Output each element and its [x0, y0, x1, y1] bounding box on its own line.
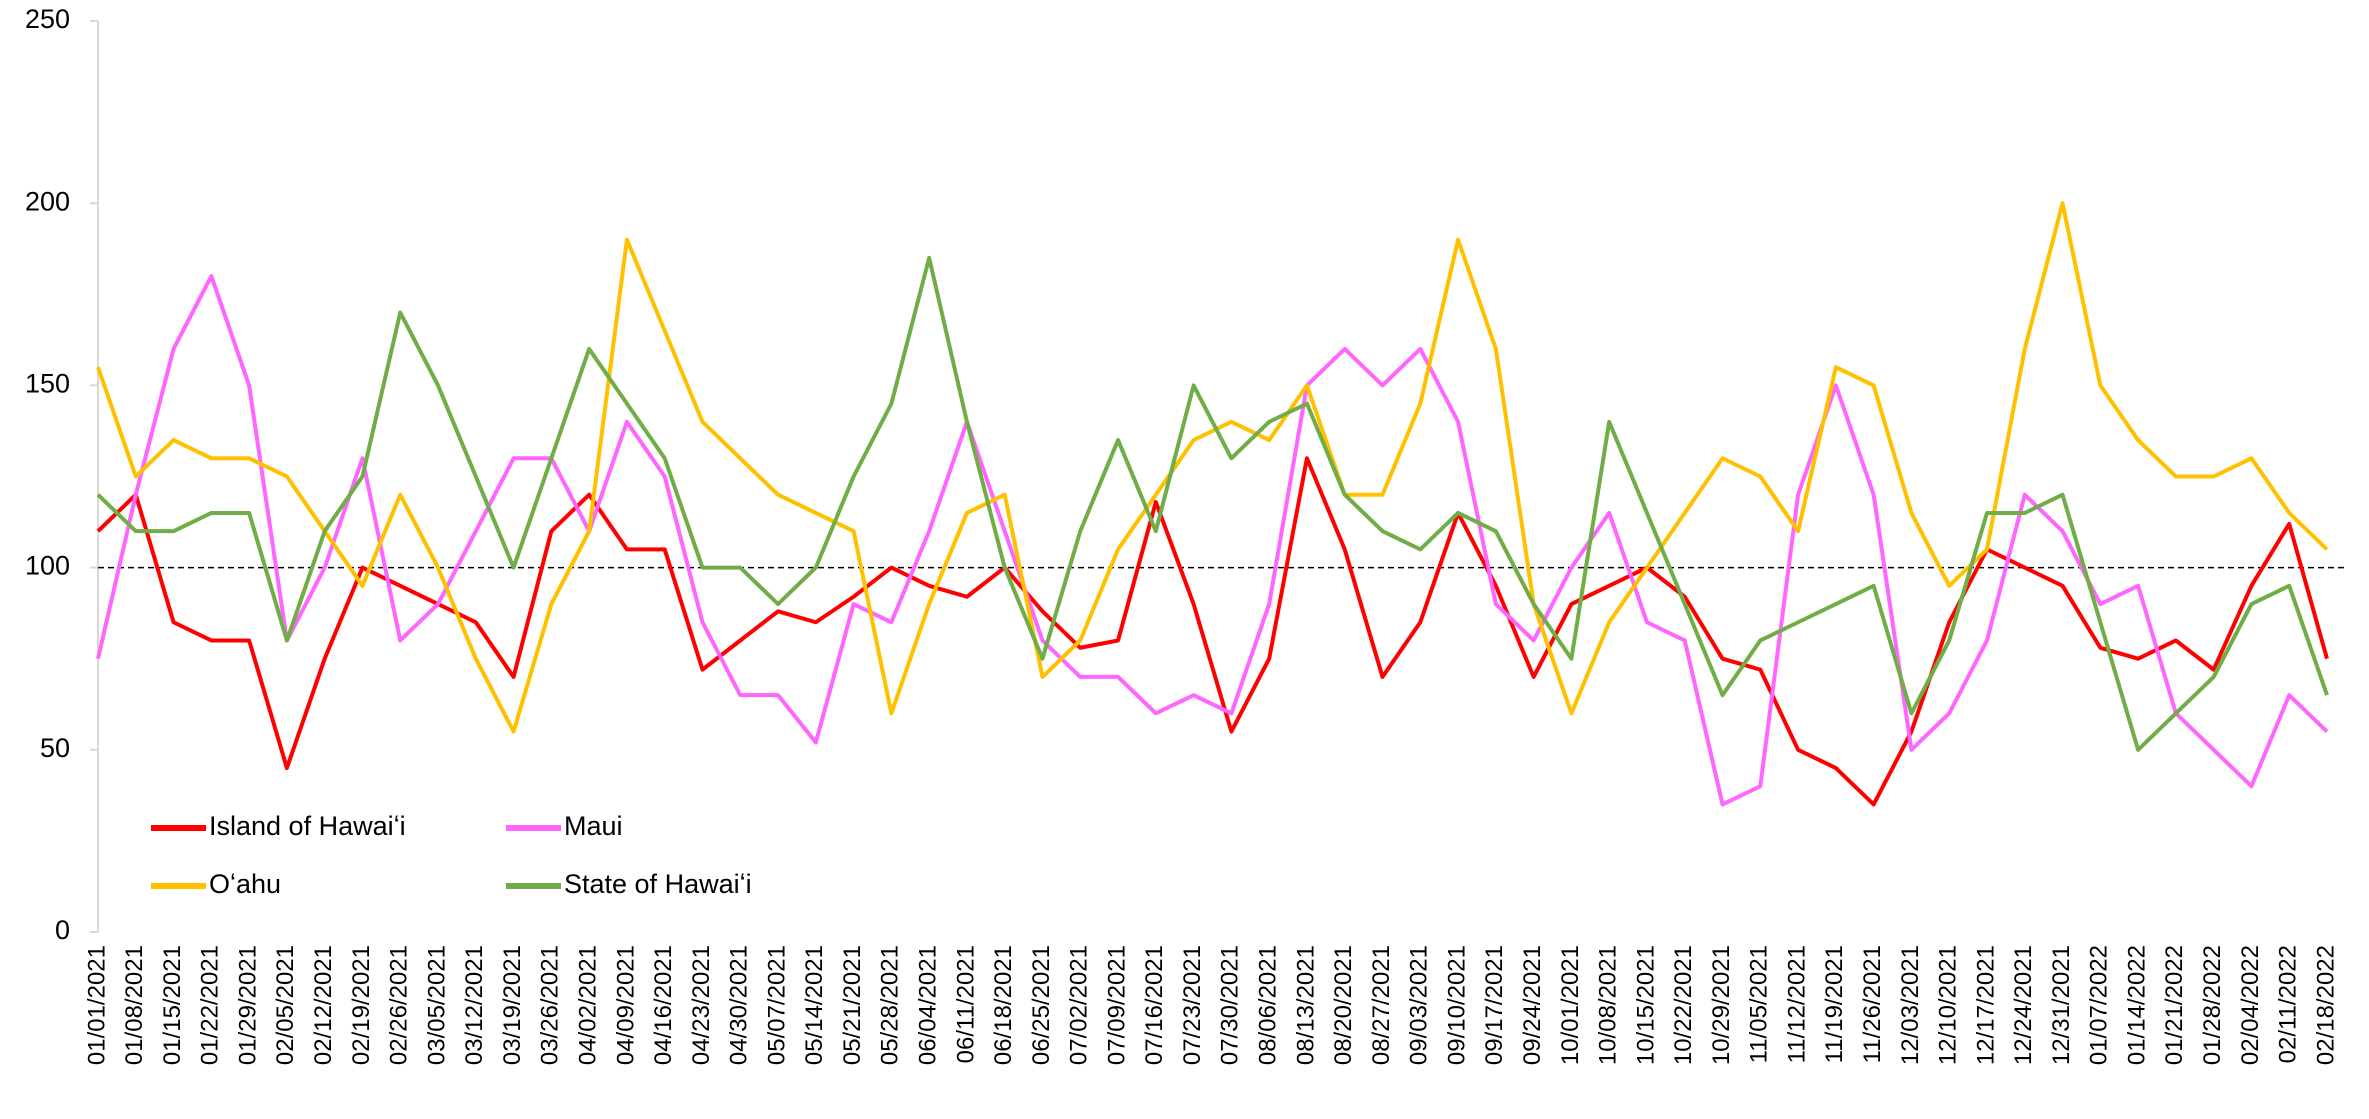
x-tick-label: 11/19/2021 — [1821, 945, 1848, 1063]
series-line — [96, 274, 2329, 807]
x-tick-label: 12/31/2021 — [2048, 945, 2075, 1065]
x-tick-label: 08/20/2021 — [1330, 945, 1357, 1065]
x-tick-label: 02/12/2021 — [310, 945, 337, 1065]
x-tick-label: 02/05/2021 — [272, 945, 299, 1065]
x-tick-label: 01/29/2021 — [234, 945, 261, 1065]
x-tick-label: 11/12/2021 — [1783, 945, 1810, 1063]
series-line — [96, 255, 2329, 752]
x-tick-label: 09/03/2021 — [1406, 945, 1433, 1065]
legend-label: State of Hawaiʻi — [564, 869, 752, 899]
x-tick-label: 01/21/2022 — [2161, 945, 2188, 1065]
x-tick-label: 10/01/2021 — [1557, 945, 1584, 1065]
x-tick-label: 09/17/2021 — [1481, 945, 1508, 1065]
x-tick-label: 01/15/2021 — [159, 945, 186, 1065]
x-tick-label: 08/13/2021 — [1292, 945, 1319, 1065]
x-tick-label: 12/10/2021 — [1935, 945, 1962, 1065]
x-tick-label: 12/24/2021 — [2010, 945, 2037, 1065]
x-tick-label: 01/01/2021 — [83, 945, 110, 1065]
y-tick-label: 150 — [25, 369, 70, 399]
x-tick-label: 01/08/2021 — [121, 945, 148, 1065]
y-tick-label: 0 — [55, 915, 70, 945]
x-tick-label: 06/18/2021 — [990, 945, 1017, 1065]
legend-label: Maui — [564, 811, 623, 841]
x-tick-label: 08/06/2021 — [1255, 945, 1282, 1065]
x-tick-label: 09/10/2021 — [1443, 945, 1470, 1065]
x-tick-label: 06/11/2021 — [952, 945, 979, 1063]
x-tick-label: 10/15/2021 — [1632, 945, 1659, 1065]
x-tick-label: 04/16/2021 — [650, 945, 677, 1065]
x-tick-label: 08/27/2021 — [1368, 945, 1395, 1065]
x-tick-label: 05/21/2021 — [839, 945, 866, 1065]
series-line — [96, 456, 2329, 807]
x-tick-label: 03/19/2021 — [499, 945, 526, 1065]
x-tick-label: 03/12/2021 — [461, 945, 488, 1065]
x-tick-label: 01/22/2021 — [197, 945, 224, 1065]
x-tick-label: 05/07/2021 — [763, 945, 790, 1065]
x-tick-label: 02/19/2021 — [348, 945, 375, 1065]
y-tick-label: 200 — [25, 186, 70, 216]
x-tick-label: 01/28/2022 — [2199, 945, 2226, 1065]
x-tick-label: 04/09/2021 — [612, 945, 639, 1065]
x-tick-label: 07/23/2021 — [1179, 945, 1206, 1065]
x-tick-label: 10/08/2021 — [1595, 945, 1622, 1065]
legend-label: Island of Hawaiʻi — [209, 811, 406, 841]
legend-label: Oʻahu — [209, 869, 281, 899]
x-tick-label: 06/25/2021 — [1028, 945, 1055, 1065]
y-tick-label: 100 — [25, 551, 70, 581]
x-tick-label: 05/28/2021 — [877, 945, 904, 1065]
x-tick-label: 07/02/2021 — [1066, 945, 1093, 1065]
x-tick-label: 02/26/2021 — [386, 945, 413, 1065]
x-tick-label: 03/26/2021 — [537, 945, 564, 1065]
x-tick-label: 12/17/2021 — [1972, 945, 1999, 1065]
x-tick-label: 04/02/2021 — [574, 945, 601, 1065]
series-line — [96, 201, 2329, 734]
x-tick-label: 04/23/2021 — [688, 945, 715, 1065]
x-tick-label: 07/16/2021 — [1141, 945, 1168, 1065]
x-tick-label: 07/30/2021 — [1217, 945, 1244, 1065]
x-tick-label: 04/30/2021 — [726, 945, 753, 1065]
y-tick-label: 50 — [40, 733, 70, 763]
x-tick-label: 05/14/2021 — [801, 945, 828, 1065]
x-tick-label: 11/05/2021 — [1746, 945, 1773, 1063]
x-tick-label: 01/07/2022 — [2086, 945, 2113, 1065]
x-tick-label: 09/24/2021 — [1519, 945, 1546, 1065]
x-tick-label: 02/18/2022 — [2312, 945, 2339, 1065]
x-tick-label: 02/04/2022 — [2237, 945, 2264, 1065]
x-tick-label: 12/03/2021 — [1897, 945, 1924, 1065]
x-tick-label: 10/29/2021 — [1708, 945, 1735, 1065]
x-tick-label: 01/14/2022 — [2123, 945, 2150, 1065]
x-tick-label: 02/11/2022 — [2275, 945, 2302, 1063]
x-tick-label: 10/22/2021 — [1670, 945, 1697, 1065]
y-tick-label: 250 — [25, 4, 70, 34]
x-tick-label: 06/04/2021 — [914, 945, 941, 1065]
x-tick-label: 11/26/2021 — [1859, 945, 1886, 1063]
x-tick-label: 03/05/2021 — [423, 945, 450, 1065]
x-tick-label: 07/09/2021 — [1103, 945, 1130, 1065]
